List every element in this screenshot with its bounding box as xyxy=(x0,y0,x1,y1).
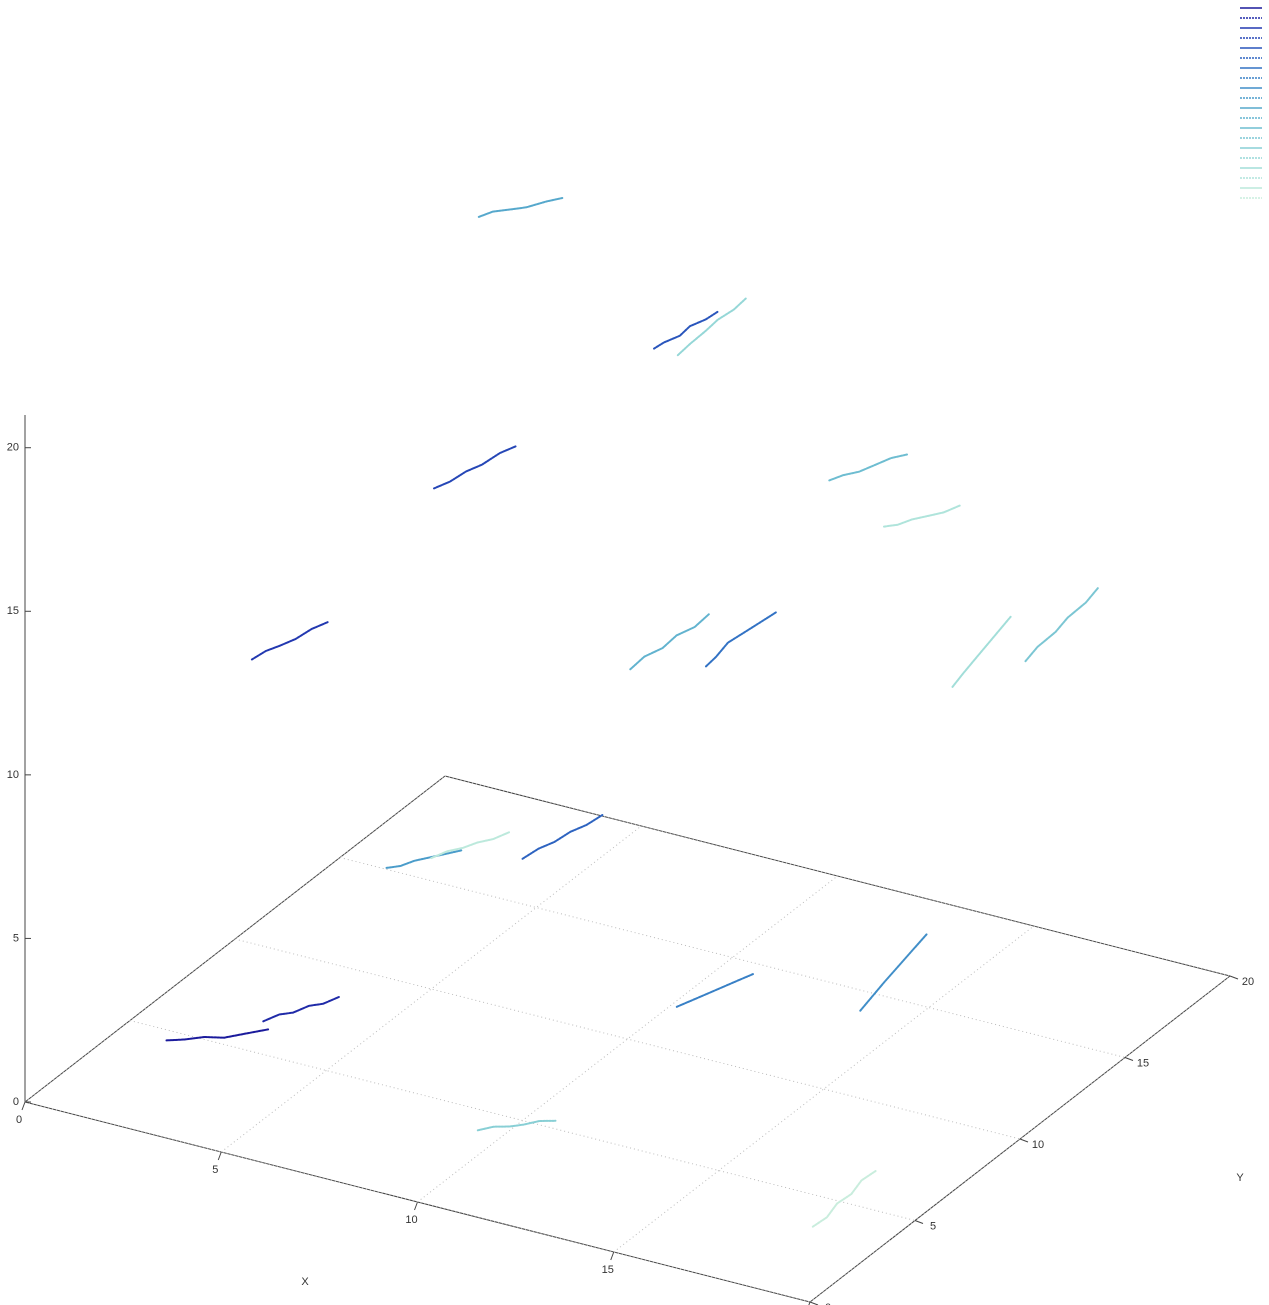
x-tick-label: 0 xyxy=(16,1114,22,1126)
z-tick-label: 0 xyxy=(13,1096,19,1108)
trajectory xyxy=(523,815,603,859)
trajectory xyxy=(252,622,328,659)
y-tick xyxy=(1125,1058,1133,1061)
y-axis-label: Y xyxy=(1236,1172,1244,1184)
y-tick-label: 20 xyxy=(1242,976,1254,988)
y-tick xyxy=(915,1221,923,1224)
trajectory xyxy=(677,974,753,1007)
trajectory xyxy=(630,614,709,669)
trajectory xyxy=(1026,588,1098,661)
grid-line xyxy=(418,876,838,1202)
x-tick xyxy=(415,1202,418,1210)
page: X Y 051015200510152005101520 (() => { co… xyxy=(0,0,1269,1305)
trajectory xyxy=(706,612,776,666)
trajectory xyxy=(434,446,516,488)
y-tick xyxy=(1230,976,1238,979)
x-tick xyxy=(611,1252,614,1260)
trajectory xyxy=(478,1121,556,1131)
grid-line xyxy=(614,926,1034,1252)
trajectory xyxy=(479,198,563,217)
trajectory xyxy=(884,506,960,527)
trajectory xyxy=(263,997,339,1021)
x-tick xyxy=(22,1102,25,1110)
trajectory xyxy=(813,1171,876,1227)
z-tick-label: 10 xyxy=(7,769,19,781)
trajectory xyxy=(167,1029,269,1040)
y-tick-label: 5 xyxy=(930,1220,936,1232)
x-axis-label: X xyxy=(301,1276,309,1288)
trajectory xyxy=(387,850,463,868)
z-tick-label: 5 xyxy=(13,932,19,944)
grid-line xyxy=(235,939,1020,1139)
y-tick-label: 15 xyxy=(1137,1057,1149,1069)
trajectory xyxy=(654,312,718,349)
x-tick-label: 15 xyxy=(602,1264,614,1276)
trajectory xyxy=(953,617,1011,687)
x-tick-label: 10 xyxy=(405,1214,417,1226)
trajectory xyxy=(860,934,927,1011)
x-tick xyxy=(218,1152,221,1160)
z-tick-label: 20 xyxy=(7,442,19,454)
y-tick-label: 10 xyxy=(1032,1139,1044,1151)
grid-line xyxy=(340,858,1125,1058)
trajectory xyxy=(829,455,907,481)
x-tick-label: 5 xyxy=(212,1164,218,1176)
grid-line xyxy=(221,826,641,1152)
y-tick xyxy=(1020,1139,1028,1142)
z-tick-label: 15 xyxy=(7,605,19,617)
chart: X Y 051015200510152005101520 xyxy=(0,0,1269,1305)
